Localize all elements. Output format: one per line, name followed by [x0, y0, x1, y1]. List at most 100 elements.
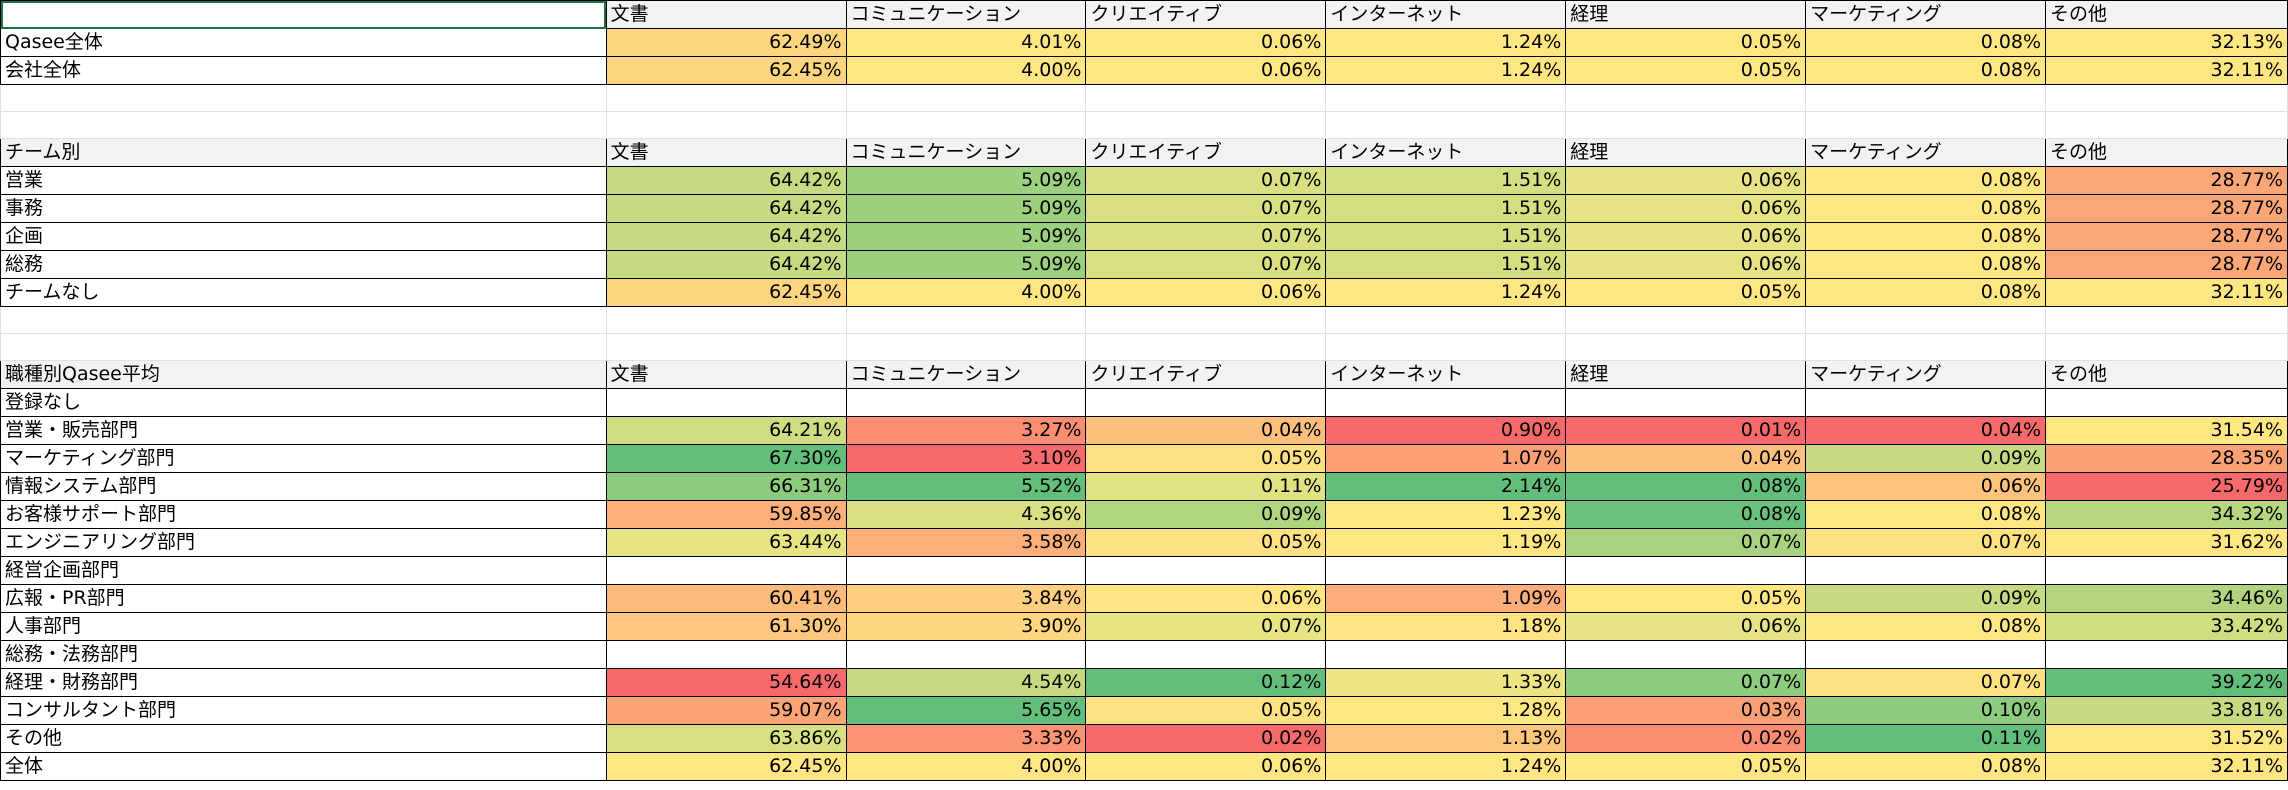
- column-header-cell[interactable]: その他: [2045, 138, 2288, 167]
- value-cell[interactable]: 39.22%: [2045, 668, 2288, 697]
- value-cell[interactable]: 0.06%: [1085, 56, 1327, 85]
- empty-cell[interactable]: [2045, 84, 2288, 112]
- empty-cell[interactable]: [1085, 333, 1327, 361]
- value-cell[interactable]: 64.42%: [605, 194, 847, 223]
- empty-cell[interactable]: [605, 306, 847, 334]
- value-cell[interactable]: 64.42%: [605, 222, 847, 251]
- value-cell[interactable]: 0.08%: [1805, 194, 2047, 223]
- value-cell[interactable]: [1085, 556, 1327, 585]
- value-cell[interactable]: 0.02%: [1085, 724, 1327, 753]
- value-cell[interactable]: 0.09%: [1085, 500, 1327, 529]
- value-cell[interactable]: 0.05%: [1085, 444, 1327, 473]
- column-header-cell[interactable]: マーケティング: [1805, 138, 2047, 167]
- value-cell[interactable]: 0.08%: [1805, 56, 2047, 85]
- empty-cell[interactable]: [2045, 306, 2288, 334]
- row-label-cell[interactable]: 企画: [0, 222, 607, 251]
- value-cell[interactable]: 0.08%: [1805, 28, 2047, 57]
- column-header-cell[interactable]: コミュニケーション: [845, 138, 1087, 167]
- section-title-cell[interactable]: [0, 0, 607, 29]
- value-cell[interactable]: [605, 388, 847, 417]
- value-cell[interactable]: 1.28%: [1325, 696, 1567, 725]
- empty-cell[interactable]: [0, 111, 607, 139]
- row-label-cell[interactable]: 事務: [0, 194, 607, 223]
- value-cell[interactable]: 0.07%: [1565, 528, 1807, 557]
- value-cell[interactable]: 1.24%: [1325, 28, 1567, 57]
- value-cell[interactable]: 0.12%: [1085, 668, 1327, 697]
- value-cell[interactable]: 1.51%: [1325, 166, 1567, 195]
- value-cell[interactable]: 0.06%: [1085, 752, 1327, 781]
- empty-cell[interactable]: [1805, 111, 2047, 139]
- empty-cell[interactable]: [1805, 84, 2047, 112]
- value-cell[interactable]: 66.31%: [605, 472, 847, 501]
- empty-cell[interactable]: [1085, 84, 1327, 112]
- empty-cell[interactable]: [1325, 306, 1567, 334]
- value-cell[interactable]: 0.08%: [1565, 500, 1807, 529]
- value-cell[interactable]: 0.04%: [1085, 416, 1327, 445]
- value-cell[interactable]: [1805, 556, 2047, 585]
- value-cell[interactable]: 0.06%: [1565, 250, 1807, 279]
- value-cell[interactable]: [1565, 640, 1807, 669]
- empty-cell[interactable]: [845, 84, 1087, 112]
- value-cell[interactable]: 4.36%: [845, 500, 1087, 529]
- value-cell[interactable]: 0.08%: [1805, 250, 2047, 279]
- column-header-cell[interactable]: インターネット: [1325, 0, 1567, 29]
- value-cell[interactable]: 0.07%: [1085, 222, 1327, 251]
- value-cell[interactable]: 0.06%: [1565, 166, 1807, 195]
- value-cell[interactable]: 54.64%: [605, 668, 847, 697]
- value-cell[interactable]: 28.77%: [2045, 222, 2288, 251]
- value-cell[interactable]: 0.09%: [1805, 444, 2047, 473]
- row-label-cell[interactable]: マーケティング部門: [0, 444, 607, 473]
- column-header-cell[interactable]: 文書: [605, 360, 847, 389]
- value-cell[interactable]: 34.32%: [2045, 500, 2288, 529]
- row-label-cell[interactable]: エンジニアリング部門: [0, 528, 607, 557]
- value-cell[interactable]: 62.45%: [605, 278, 847, 307]
- row-label-cell[interactable]: Qasee全体: [0, 28, 607, 57]
- value-cell[interactable]: 0.01%: [1565, 416, 1807, 445]
- empty-cell[interactable]: [1805, 306, 2047, 334]
- column-header-cell[interactable]: クリエイティブ: [1085, 138, 1327, 167]
- value-cell[interactable]: 0.04%: [1565, 444, 1807, 473]
- column-header-cell[interactable]: クリエイティブ: [1085, 0, 1327, 29]
- column-header-cell[interactable]: クリエイティブ: [1085, 360, 1327, 389]
- value-cell[interactable]: 62.49%: [605, 28, 847, 57]
- value-cell[interactable]: 64.42%: [605, 250, 847, 279]
- value-cell[interactable]: 5.09%: [845, 222, 1087, 251]
- value-cell[interactable]: [605, 556, 847, 585]
- column-header-cell[interactable]: 文書: [605, 138, 847, 167]
- row-label-cell[interactable]: 広報・PR部門: [0, 584, 607, 613]
- row-label-cell[interactable]: 情報システム部門: [0, 472, 607, 501]
- value-cell[interactable]: [845, 388, 1087, 417]
- empty-cell[interactable]: [605, 84, 847, 112]
- value-cell[interactable]: 0.05%: [1565, 752, 1807, 781]
- value-cell[interactable]: 1.33%: [1325, 668, 1567, 697]
- column-header-cell[interactable]: マーケティング: [1805, 0, 2047, 29]
- row-label-cell[interactable]: 全体: [0, 752, 607, 781]
- row-label-cell[interactable]: 営業: [0, 166, 607, 195]
- row-label-cell[interactable]: その他: [0, 724, 607, 753]
- value-cell[interactable]: 64.21%: [605, 416, 847, 445]
- value-cell[interactable]: 0.07%: [1085, 612, 1327, 641]
- value-cell[interactable]: 0.09%: [1805, 584, 2047, 613]
- value-cell[interactable]: 0.03%: [1565, 696, 1807, 725]
- value-cell[interactable]: 0.07%: [1805, 528, 2047, 557]
- column-header-cell[interactable]: 経理: [1565, 0, 1807, 29]
- value-cell[interactable]: 0.08%: [1805, 166, 2047, 195]
- empty-cell[interactable]: [1085, 111, 1327, 139]
- empty-cell[interactable]: [1325, 84, 1567, 112]
- value-cell[interactable]: 0.08%: [1805, 278, 2047, 307]
- value-cell[interactable]: [1085, 640, 1327, 669]
- value-cell[interactable]: 1.23%: [1325, 500, 1567, 529]
- row-label-cell[interactable]: コンサルタント部門: [0, 696, 607, 725]
- empty-cell[interactable]: [1325, 333, 1567, 361]
- empty-cell[interactable]: [1565, 84, 1807, 112]
- row-label-cell[interactable]: 総務: [0, 250, 607, 279]
- value-cell[interactable]: 1.51%: [1325, 194, 1567, 223]
- column-header-cell[interactable]: その他: [2045, 0, 2288, 29]
- value-cell[interactable]: 5.65%: [845, 696, 1087, 725]
- value-cell[interactable]: 3.84%: [845, 584, 1087, 613]
- value-cell[interactable]: 0.11%: [1085, 472, 1327, 501]
- column-header-cell[interactable]: コミュニケーション: [845, 360, 1087, 389]
- value-cell[interactable]: 1.51%: [1325, 222, 1567, 251]
- value-cell[interactable]: 1.07%: [1325, 444, 1567, 473]
- column-header-cell[interactable]: その他: [2045, 360, 2288, 389]
